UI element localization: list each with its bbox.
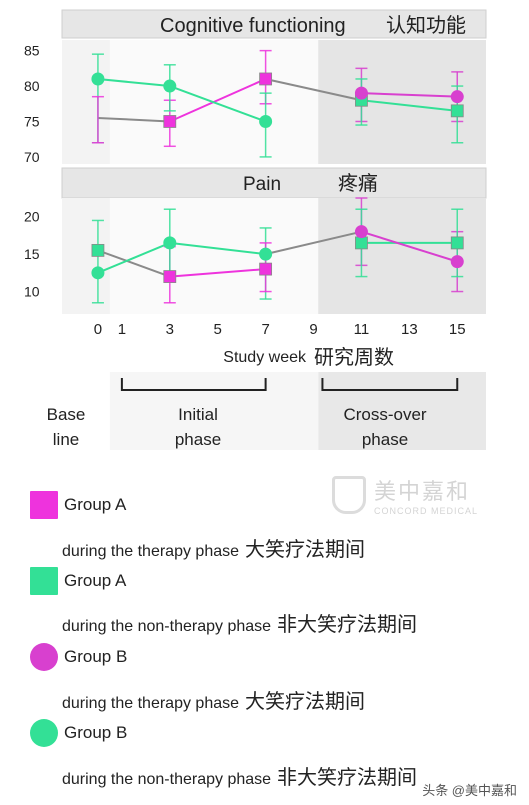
- legend-subtitle: during the therapy phase 大笑疗法期间: [62, 533, 365, 562]
- data-point-square: [450, 236, 464, 250]
- y-tick-label: 15: [24, 246, 40, 262]
- data-point-square: [163, 115, 177, 128]
- data-point-circle: [354, 225, 368, 239]
- legend-subtitle-cn: 非大笑疗法期间: [277, 612, 418, 636]
- legend-subtitle-en: during the therapy phase: [62, 695, 240, 712]
- legend-item-group-b-nontherapy: Group B: [30, 717, 127, 749]
- y-tick-label: 80: [24, 78, 40, 94]
- initial-phase-band: [109, 372, 319, 450]
- legend-subtitle-en: during the non-therapy phase: [62, 618, 272, 635]
- series-line: [361, 99, 458, 112]
- x-tick-label: 11: [354, 321, 370, 338]
- legend-item-group-b-therapy: Group B: [30, 641, 127, 673]
- data-point-circle: [91, 72, 105, 86]
- x-tick-label: 1: [118, 321, 126, 338]
- y-tick-label: 10: [24, 284, 40, 300]
- data-point-circle: [450, 255, 464, 269]
- y-tick-label: 75: [24, 113, 40, 129]
- x-axis-label: Study week: [223, 349, 307, 366]
- data-point-circle: [259, 247, 273, 261]
- panel-title-cn: 认知功能: [386, 14, 466, 37]
- connector-line: [97, 249, 171, 278]
- x-tick-label: 0: [94, 321, 102, 338]
- phase-label-crossover: phase: [362, 430, 408, 449]
- initial-phase-shade: [109, 198, 319, 314]
- crossover-phase-shade: [318, 198, 486, 314]
- phase-label-baseline: Base: [47, 405, 86, 424]
- legend-title: Group A: [64, 571, 127, 590]
- y-tick-label: 85: [24, 43, 40, 59]
- legend-title: Group B: [64, 723, 128, 742]
- panel-title: Cognitive functioning: [160, 15, 346, 37]
- watermark-logo: 美中嘉和 CONCORD MEDICAL: [332, 474, 478, 516]
- x-tick-label: 13: [401, 321, 418, 338]
- series-line: [361, 92, 458, 98]
- footer-watermark: 头条 @美中嘉和: [422, 783, 517, 798]
- x-tick-label: 15: [449, 321, 466, 338]
- panel-title-cn: 疼痛: [338, 172, 378, 195]
- legend-subtitle: during the non-therapy phase 非大笑疗法期间: [62, 608, 417, 637]
- data-point-circle: [163, 79, 177, 93]
- data-point-circle: [163, 236, 177, 250]
- legend-item-group-a-nontherapy: Group A: [30, 565, 126, 597]
- series-line: [361, 230, 458, 263]
- series-line: [169, 78, 267, 123]
- legend-subtitle-cn: 大笑疗法期间: [245, 537, 366, 561]
- data-point-square: [355, 236, 368, 250]
- series-line: [97, 77, 170, 88]
- y-tick-label: 70: [24, 149, 40, 165]
- phase-label-crossover: Cross-over: [343, 405, 426, 424]
- connector-line: [97, 116, 170, 123]
- panel-header: [61, 167, 487, 199]
- magenta-square-icon: [30, 491, 58, 519]
- phase-bracket: [321, 378, 459, 391]
- x-tick-label: 5: [214, 321, 222, 338]
- green-circle-icon: [30, 719, 58, 747]
- connector-line: [265, 230, 362, 256]
- x-axis-label-cn: 研究周数: [314, 346, 394, 369]
- data-point-square: [259, 72, 273, 86]
- legend-subtitle-en: during the non-therapy phase: [62, 771, 272, 788]
- phase-label-initial: Initial: [178, 405, 218, 424]
- legend-subtitle-cn: 大笑疗法期间: [245, 689, 366, 713]
- panel-header: [61, 9, 487, 39]
- data-point-circle: [259, 114, 273, 128]
- y-tick-label: 20: [24, 209, 40, 225]
- magenta-circle-icon: [30, 643, 58, 671]
- panel-title: Pain: [243, 174, 281, 195]
- data-point-circle: [91, 266, 105, 280]
- watermark-text-cn: 美中嘉和: [374, 480, 471, 505]
- green-square-icon: [30, 567, 58, 595]
- phase-label-initial: phase: [175, 430, 221, 449]
- phase-bracket: [120, 378, 267, 391]
- x-tick-label: 3: [166, 321, 174, 338]
- data-point-circle: [450, 90, 464, 104]
- series-line: [169, 241, 266, 256]
- shield-icon: [332, 476, 366, 514]
- legend-title: Group B: [64, 647, 128, 666]
- series-line: [169, 268, 266, 278]
- phase-label-baseline: line: [53, 430, 79, 449]
- legend-subtitle: during the non-therapy phase 非大笑疗法期间: [62, 761, 417, 790]
- legend-subtitle-cn: 非大笑疗法期间: [277, 765, 418, 789]
- legend-item-group-a-therapy: Group A: [30, 489, 126, 521]
- data-point-square: [163, 270, 177, 283]
- data-point-square: [259, 262, 273, 276]
- x-tick-label: 7: [261, 321, 269, 338]
- legend-subtitle: during the therapy phase 大笑疗法期间: [62, 685, 365, 714]
- watermark-text-en: CONCORD MEDICAL: [374, 506, 479, 516]
- legend-subtitle-en: during the therapy phase: [62, 543, 240, 560]
- data-point-square: [450, 104, 464, 118]
- data-point-square: [91, 243, 105, 257]
- series-line: [169, 85, 266, 123]
- series-line: [97, 241, 171, 274]
- connector-line: [265, 77, 362, 102]
- legend-title: Group A: [64, 495, 127, 514]
- data-point-circle: [354, 86, 368, 100]
- x-tick-label: 9: [309, 321, 317, 338]
